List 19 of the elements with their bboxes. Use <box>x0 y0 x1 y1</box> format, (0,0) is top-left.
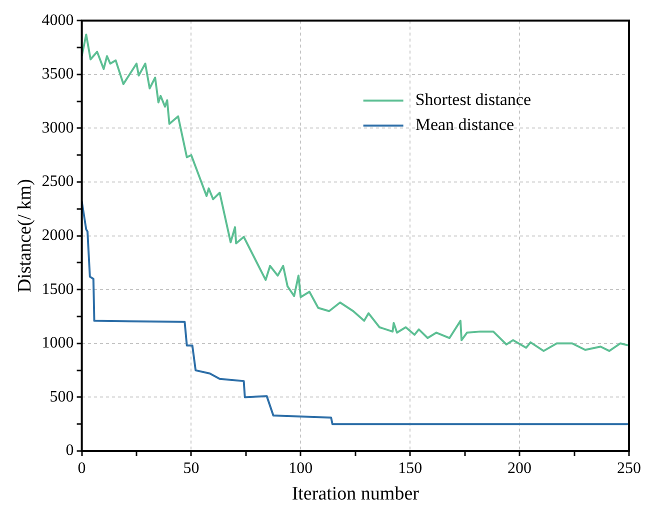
legend-label: Mean distance <box>415 115 514 134</box>
y-tick-label: 3000 <box>42 119 74 136</box>
x-tick-label: 0 <box>78 460 86 477</box>
y-tick-label: 500 <box>50 388 74 406</box>
x-tick-label: 100 <box>288 460 313 477</box>
y-tick-label: 1000 <box>42 334 74 352</box>
y-tick-label: 0 <box>66 442 74 460</box>
x-tick-label: 250 <box>617 460 641 477</box>
y-tick-label: 2500 <box>42 173 74 190</box>
x-tick-label: 150 <box>398 460 422 477</box>
y-tick-label: 3500 <box>42 66 74 83</box>
x-axis-title: Iteration number <box>292 484 420 505</box>
y-tick-label: 1500 <box>42 280 74 298</box>
x-tick-label: 50 <box>183 460 200 477</box>
y-tick-label: 4000 <box>42 12 74 29</box>
y-axis-title: Distance(/ km) <box>14 179 36 293</box>
x-tick-label: 200 <box>508 460 532 477</box>
legend-label: Shortest distance <box>415 90 531 110</box>
y-tick-label: 2000 <box>42 227 74 244</box>
